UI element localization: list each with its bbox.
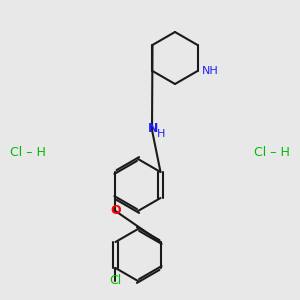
Text: Cl: Cl bbox=[110, 274, 122, 287]
Text: Cl – H: Cl – H bbox=[254, 146, 290, 158]
Text: O: O bbox=[110, 205, 121, 218]
Text: Cl – H: Cl – H bbox=[10, 146, 46, 158]
Text: NH: NH bbox=[202, 66, 218, 76]
Text: H: H bbox=[157, 129, 165, 139]
Text: N: N bbox=[148, 122, 158, 136]
